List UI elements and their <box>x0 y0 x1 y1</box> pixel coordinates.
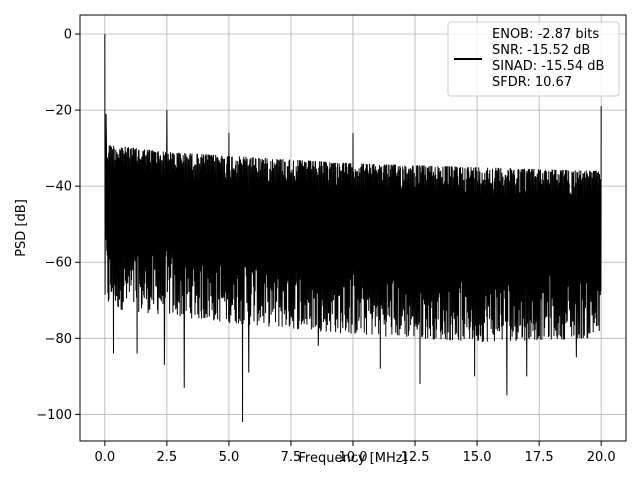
y-tick-label: −20 <box>45 104 72 119</box>
x-axis-label: Frequency [MHz] <box>298 451 407 466</box>
x-tick-label: 20.0 <box>587 450 616 465</box>
x-axis-ticks: 0.0 2.5 5.0 7.5 10.0 12.5 15.0 17.5 20.0 <box>94 441 616 465</box>
x-tick-label: 15.0 <box>463 450 492 465</box>
x-tick-label: 7.5 <box>281 450 302 465</box>
legend: ENOB: -2.87 bits SNR: -15.52 dB SINAD: -… <box>447 21 620 97</box>
legend-entry-enob: ENOB: -2.87 bits <box>492 27 599 42</box>
y-tick-label: −40 <box>45 180 72 195</box>
legend-box <box>447 21 620 97</box>
y-tick-label: −80 <box>45 332 72 347</box>
x-tick-label: 12.5 <box>401 450 430 465</box>
y-tick-label: 0 <box>64 28 72 43</box>
y-axis-ticks: 0 −20 −40 −60 −80 −100 <box>36 28 80 423</box>
y-tick-label: −60 <box>45 256 72 271</box>
x-tick-label: 17.5 <box>525 450 554 465</box>
psd-series <box>104 34 602 422</box>
legend-entry-sfdr: SFDR: 10.67 <box>492 75 572 90</box>
x-tick-label: 0.0 <box>94 450 115 465</box>
x-tick-label: 10.0 <box>339 450 368 465</box>
psd-line <box>104 34 602 422</box>
y-axis-label: PSD [dB] <box>14 199 29 257</box>
x-tick-label: 5.0 <box>219 450 240 465</box>
y-tick-label: −100 <box>36 408 72 423</box>
x-tick-label: 2.5 <box>157 450 178 465</box>
legend-entry-sinad: SINAD: -15.54 dB <box>492 59 604 74</box>
legend-entry-snr: SNR: -15.52 dB <box>492 43 590 58</box>
